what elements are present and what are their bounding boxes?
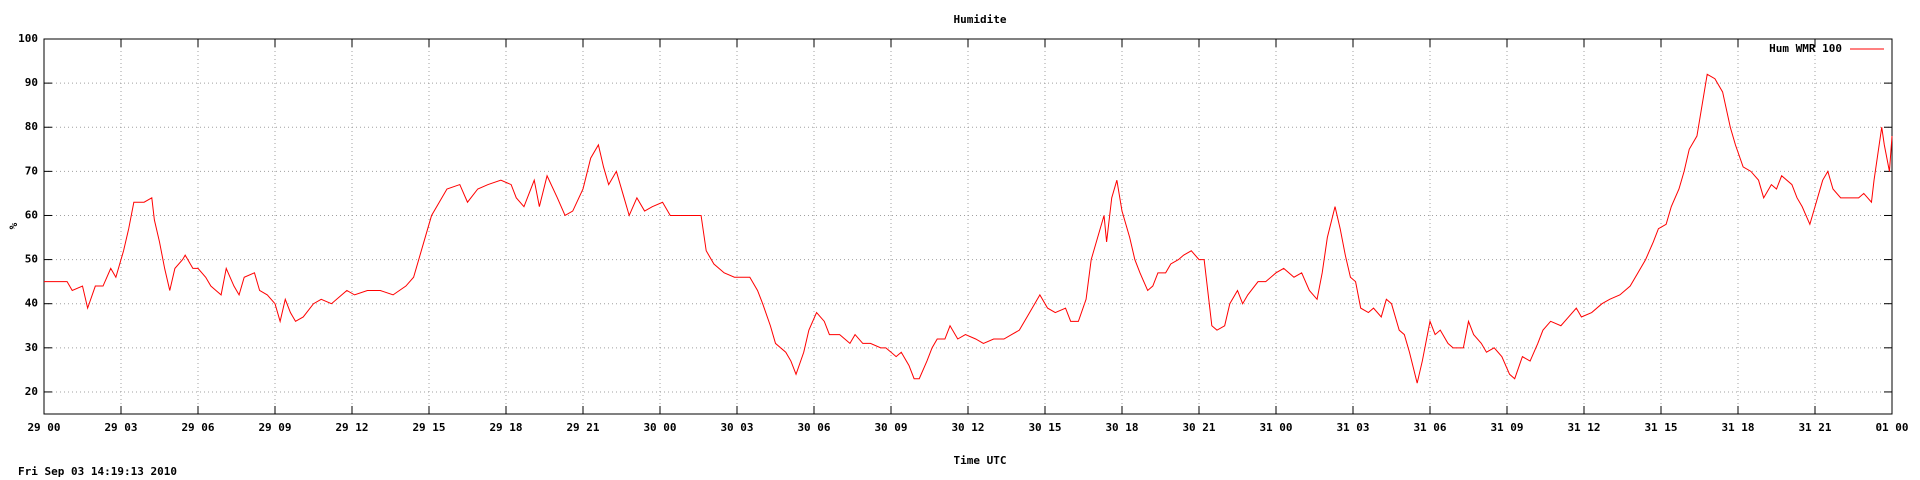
footer: Fri Sep 03 14:19:13 2010 (18, 465, 177, 478)
x-tick-label: 31 09 (1490, 421, 1523, 434)
x-tick-label: 30 09 (874, 421, 907, 434)
x-tick-label: 30 18 (1105, 421, 1138, 434)
legend-label: Hum WMR 100 (1769, 42, 1842, 55)
x-tick-label: 30 06 (797, 421, 830, 434)
x-tick-label: 29 00 (27, 421, 60, 434)
x-tick-label: 29 18 (489, 421, 522, 434)
x-tick-label: 29 21 (566, 421, 599, 434)
x-tick-label: 31 18 (1721, 421, 1754, 434)
x-tick-label: 31 21 (1798, 421, 1831, 434)
y-tick-label: 100 (18, 32, 38, 45)
plot-frame (43, 38, 1893, 415)
x-tick-label: 29 06 (181, 421, 214, 434)
x-tick-label: 29 12 (335, 421, 368, 434)
x-tick-label: 29 15 (412, 421, 445, 434)
y-tick-label: 40 (25, 297, 38, 310)
y-tick-label: 60 (25, 208, 38, 221)
data-line (44, 73, 1893, 384)
y-tick-label: 80 (25, 120, 38, 133)
x-tick-label: 30 21 (1182, 421, 1215, 434)
y-tick-label: 50 (25, 253, 38, 266)
y-tick-label: 30 (25, 341, 38, 354)
x-tick-label: 01 00 (1875, 421, 1908, 434)
chart-title: Humidite (954, 13, 1007, 26)
y-tick-label: 70 (25, 164, 38, 177)
x-tick-label: 29 03 (104, 421, 137, 434)
x-tick-label: 30 15 (1028, 421, 1061, 434)
y-tick-label: 20 (25, 385, 38, 398)
x-tick-label: 30 12 (951, 421, 984, 434)
x-axis-label: Time UTC (954, 454, 1007, 467)
x-tick-label: 31 03 (1336, 421, 1369, 434)
y-axis-label: % (7, 222, 20, 229)
y-tick-label: 90 (25, 76, 38, 89)
x-tick-label: 31 00 (1259, 421, 1292, 434)
x-tick-label: 31 12 (1567, 421, 1600, 434)
x-tick-label: 30 03 (720, 421, 753, 434)
x-tick-label: 30 00 (643, 421, 676, 434)
x-tick-label: 31 15 (1644, 421, 1677, 434)
x-tick-label: 31 06 (1413, 421, 1446, 434)
x-tick-label: 29 09 (258, 421, 291, 434)
